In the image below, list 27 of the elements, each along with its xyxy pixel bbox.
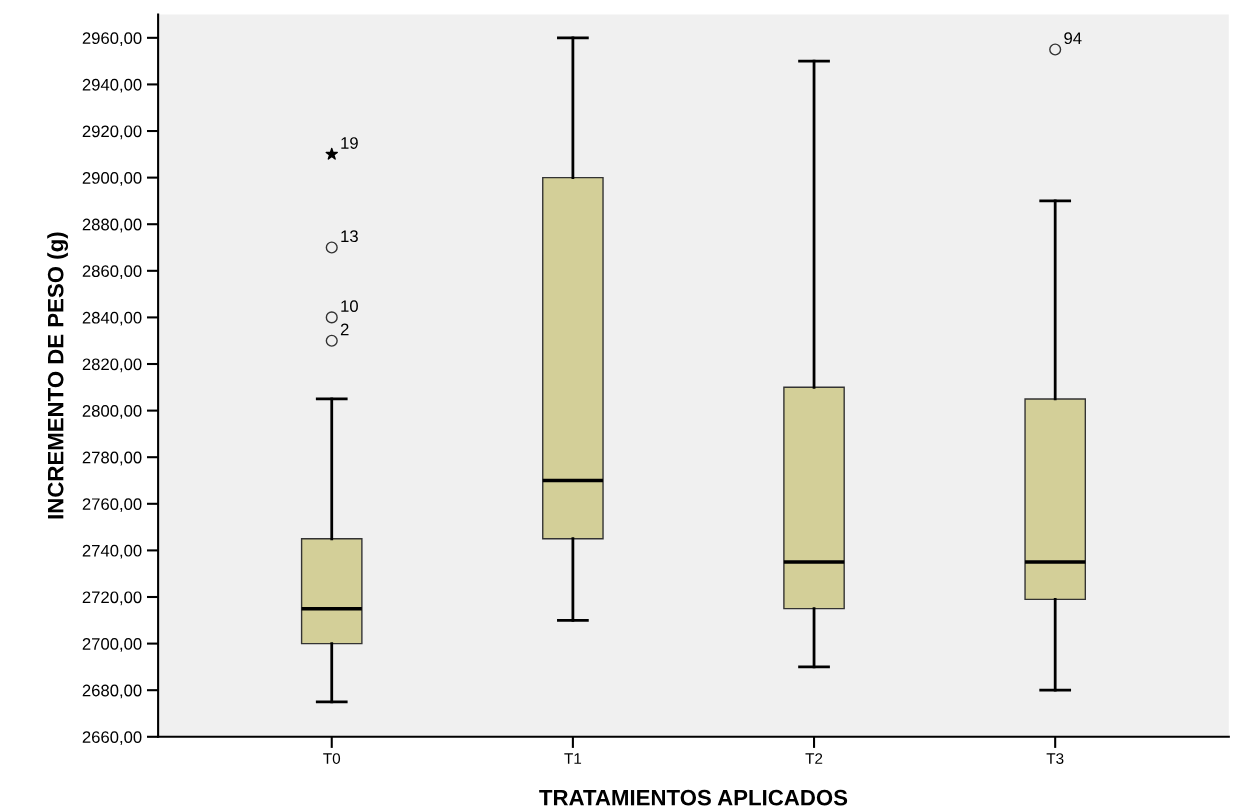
x-tick-label: T1 <box>564 753 582 764</box>
y-tick-label: 2860,00 <box>82 265 142 279</box>
y-tick-label: 2900,00 <box>82 172 142 186</box>
y-tick-label: 2920,00 <box>82 125 142 140</box>
y-tick-label: 2680,00 <box>82 684 142 699</box>
annotation: 10 <box>341 300 358 313</box>
annotation: 94 <box>1064 32 1082 45</box>
y-tick-label: 2760,00 <box>82 498 142 512</box>
y-tick-label: 2960,00 <box>82 32 142 46</box>
x-tick-label: T2 <box>805 753 823 764</box>
annotation: 13 <box>341 230 358 243</box>
y-tick-label: 2700,00 <box>82 638 142 652</box>
annotation: 19 <box>341 137 358 149</box>
y-tick-label: 2660,00 <box>82 731 142 745</box>
y-tick-label: 2720,00 <box>82 591 142 606</box>
x-tick-label: T0 <box>323 753 341 764</box>
y-axis-title: INCREMENTO DE PESO (g) <box>47 232 69 519</box>
y-tick-label: 2880,00 <box>82 218 142 233</box>
y-tick-label: 2800,00 <box>82 405 142 419</box>
x-axis-title: TRATAMIENTOS APLICADOS <box>539 789 848 806</box>
annotation: 2 <box>340 323 349 336</box>
y-tick-label: 2780,00 <box>82 451 142 466</box>
x-tick-label: T3 <box>1046 753 1064 764</box>
y-tick-label: 2740,00 <box>82 544 142 559</box>
y-tick-label: 2940,00 <box>82 78 142 93</box>
y-tick-label: 2820,00 <box>82 358 142 373</box>
y-tick-label: 2840,00 <box>82 311 142 326</box>
